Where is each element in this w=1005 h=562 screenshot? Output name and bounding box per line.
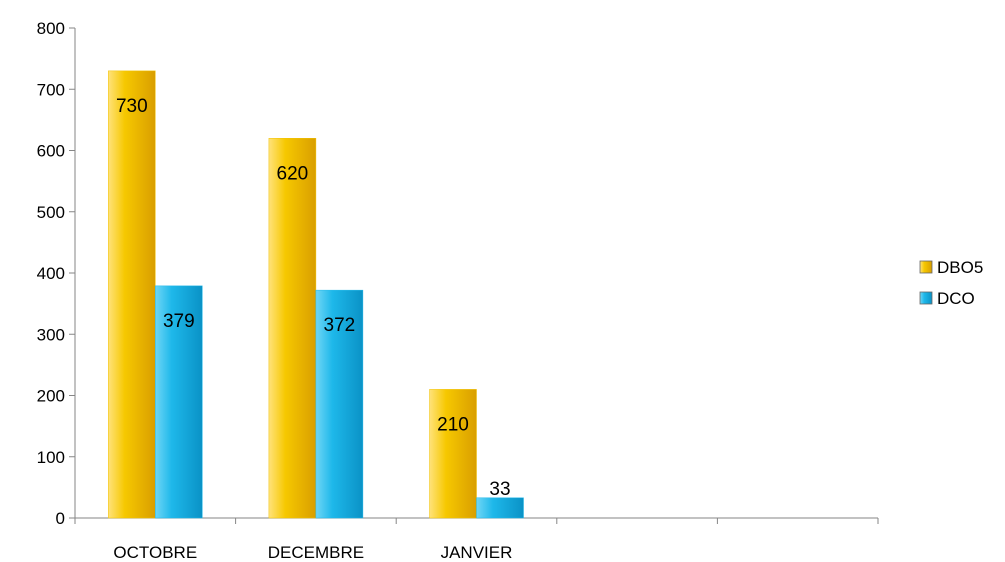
x-tick-label: JANVIER xyxy=(441,543,513,562)
y-tick-label: 0 xyxy=(56,509,65,528)
y-tick-label: 600 xyxy=(37,142,65,161)
bars xyxy=(108,70,524,519)
y-tick-label: 300 xyxy=(37,325,65,344)
bar-dco-janvier xyxy=(476,497,524,519)
bar-dbo5-janvier xyxy=(429,389,477,519)
bar-dbo5-octobre xyxy=(108,70,156,519)
y-tick-label: 800 xyxy=(37,19,65,38)
legend-swatch-dbo5 xyxy=(919,260,933,274)
x-tick-label: OCTOBRE xyxy=(113,543,197,562)
x-axis: OCTOBRE DECEMBRE JANVIER xyxy=(74,517,879,562)
legend-swatch-dco xyxy=(919,291,933,305)
bar-dbo5-decembre xyxy=(268,138,317,519)
data-label: 730 xyxy=(116,96,148,117)
bar-dco-octobre xyxy=(155,285,203,519)
legend-label-dbo5: DBO5 xyxy=(937,258,983,277)
data-label: 33 xyxy=(489,479,510,500)
x-tick-label: DECEMBRE xyxy=(268,543,364,562)
data-label: 620 xyxy=(277,163,309,184)
y-tick-label: 700 xyxy=(37,80,65,99)
y-tick-label: 400 xyxy=(37,264,65,283)
data-label: 379 xyxy=(163,311,195,332)
data-label: 210 xyxy=(437,414,469,435)
y-tick-label: 100 xyxy=(37,448,65,467)
bar-dco-decembre xyxy=(315,289,364,519)
y-tick-label: 200 xyxy=(37,387,65,406)
legend: DBO5 DCO xyxy=(919,258,983,308)
y-tick-label: 500 xyxy=(37,203,65,222)
legend-label-dco: DCO xyxy=(937,289,975,308)
data-labels: 730 620 210 379 372 33 xyxy=(116,96,511,500)
y-axis: 0 100 200 300 400 500 600 700 800 xyxy=(37,19,76,528)
data-label: 372 xyxy=(324,315,356,336)
